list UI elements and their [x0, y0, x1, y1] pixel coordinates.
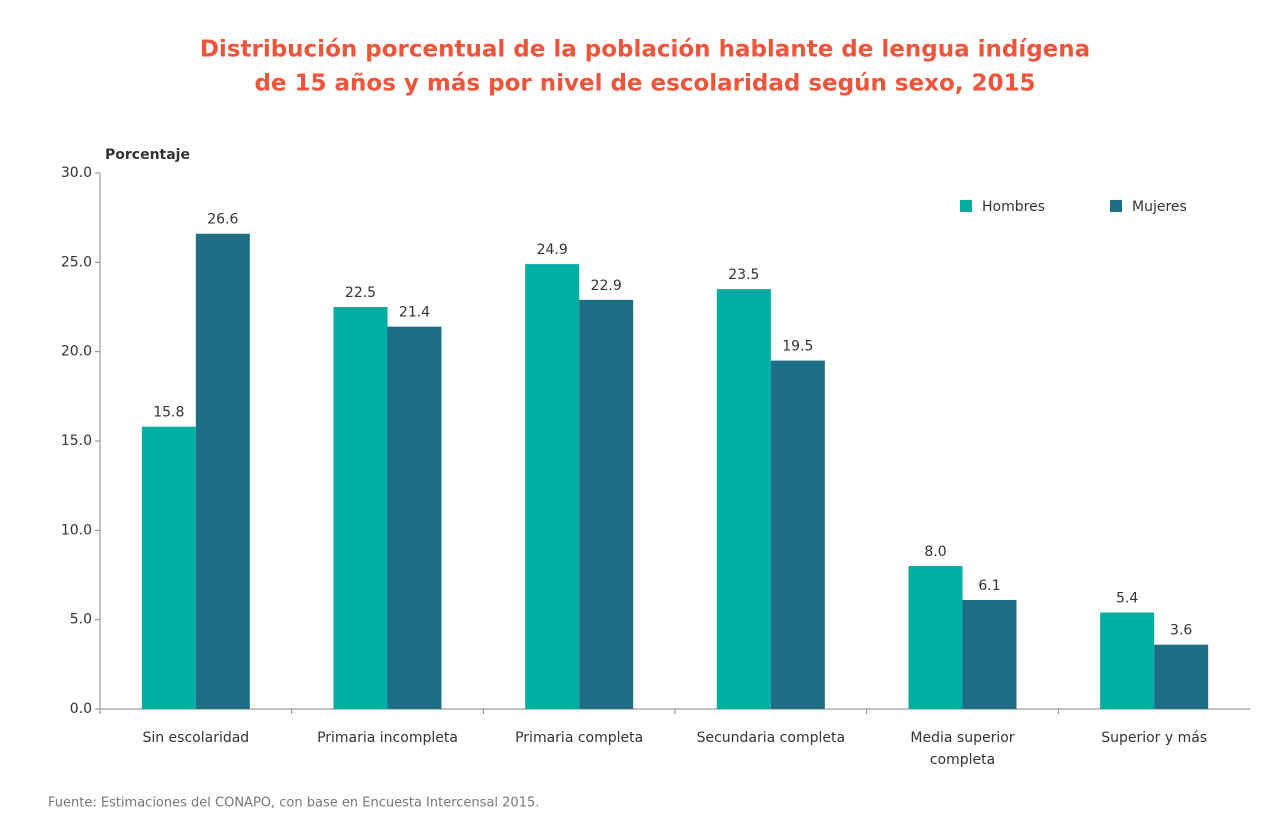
y-tick-label: 10.0: [61, 522, 92, 538]
bar: [909, 566, 963, 709]
y-tick-label: 20.0: [61, 344, 92, 360]
data-label: 5.4: [1116, 591, 1138, 607]
data-label: 6.1: [978, 578, 1000, 594]
x-tick-label: Media superior completa: [878, 727, 1048, 771]
data-label: 21.4: [399, 305, 430, 321]
x-tick-label: Primaria completa: [494, 727, 664, 749]
data-label: 23.5: [728, 267, 759, 283]
chart: Distribución porcentual de la población …: [0, 0, 1283, 836]
bar: [717, 289, 771, 709]
data-label: 22.5: [345, 285, 376, 301]
data-label: 19.5: [782, 339, 813, 355]
data-label: 26.6: [207, 212, 238, 228]
bar: [196, 234, 250, 709]
data-label: 3.6: [1170, 623, 1192, 639]
y-tick-label: 0.0: [70, 701, 92, 717]
x-tick-label: Superior y más: [1069, 727, 1239, 749]
legend-label: Hombres: [982, 199, 1045, 215]
legend-label: Mujeres: [1132, 199, 1187, 215]
data-label: 15.8: [153, 405, 184, 421]
x-tick-label: Primaria incompleta: [303, 727, 473, 749]
chart-title: de 15 años y más por nivel de escolarida…: [254, 71, 1035, 97]
y-axis-label: Porcentaje: [105, 147, 190, 163]
data-label: 24.9: [537, 242, 568, 258]
bar: [388, 327, 442, 709]
bar: [1154, 645, 1208, 709]
y-tick-label: 25.0: [61, 254, 92, 270]
legend-swatch: [960, 200, 972, 212]
bar: [771, 361, 825, 709]
bar: [579, 300, 633, 709]
x-tick-label: Secundaria completa: [686, 727, 856, 749]
data-label: 22.9: [591, 278, 622, 294]
data-label: 8.0: [924, 544, 946, 560]
page: Distribución porcentual de la población …: [0, 0, 1283, 836]
bar: [525, 264, 579, 709]
y-tick-label: 15.0: [61, 433, 92, 449]
y-tick-label: 5.0: [70, 612, 92, 628]
legend-swatch: [1110, 200, 1122, 212]
y-tick-label: 30.0: [61, 165, 92, 181]
x-tick-label: Sin escolaridad: [111, 727, 281, 749]
bar: [963, 600, 1017, 709]
source: Fuente: Estimaciones del CONAPO, con bas…: [48, 796, 539, 811]
chart-title: Distribución porcentual de la población …: [200, 37, 1090, 63]
bar: [334, 307, 388, 709]
bar: [1100, 613, 1154, 709]
bar: [142, 427, 196, 709]
